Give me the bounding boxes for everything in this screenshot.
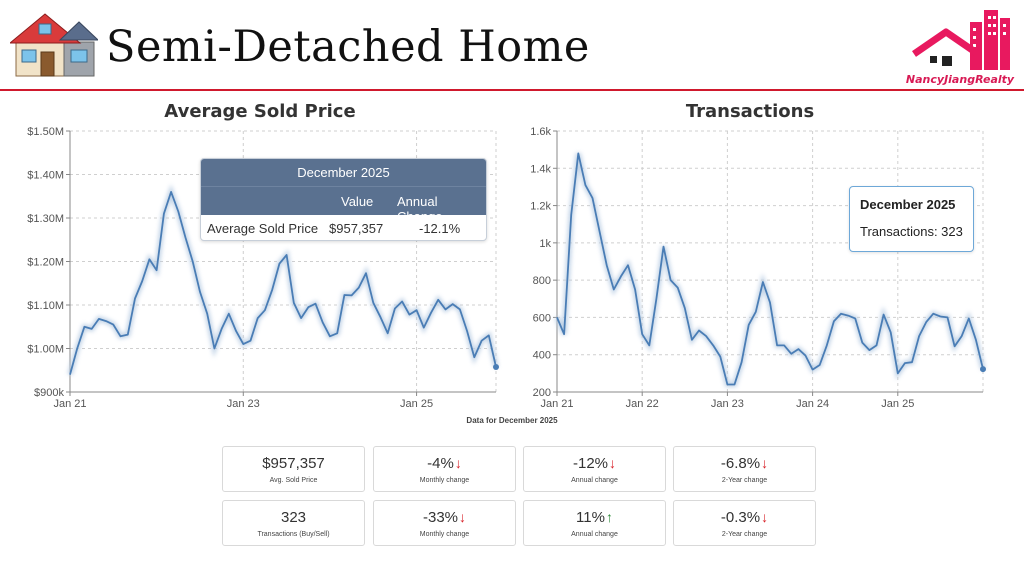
data-point[interactable] (980, 366, 986, 373)
tooltip-row-value: $957,357 (329, 221, 384, 236)
y-tick-label: 600 (533, 312, 551, 324)
tooltip-change-header: Annual Change (397, 194, 443, 224)
header-divider (0, 89, 1024, 91)
transactions-chart-title: Transactions (685, 101, 815, 122)
data-point[interactable] (493, 364, 499, 371)
brand-name: NancyJiangRealty (905, 73, 1015, 86)
y-tick-label: 1k (539, 238, 551, 250)
page-title: Semi-Detached Home (106, 22, 590, 72)
y-tick-label: 1.4k (530, 163, 551, 175)
y-tick-label: $1.20M (27, 257, 64, 269)
header: Semi-Detached Home NancyJiangRealty (0, 0, 1024, 92)
stat-label: 2-Year change (721, 531, 768, 538)
data-note: Data for December 2025 (466, 416, 558, 425)
y-tick-label: $1.40M (27, 170, 64, 182)
stat-card-price-monthly: -4%↓ Monthly change (373, 446, 516, 492)
stat-card-price-annual: -12%↓ Annual change (523, 446, 666, 492)
arrow-down-icon: ↓ (454, 455, 462, 471)
stat-value: 11%↑ (576, 509, 613, 526)
tooltip-header-row: Value Annual Change (201, 186, 486, 224)
arrow-down-icon: ↓ (459, 509, 467, 525)
x-tick-label: Jan 21 (540, 398, 573, 410)
tooltip-value-header: Value (341, 194, 374, 209)
y-tick-label: 800 (533, 275, 551, 287)
stat-label: Transactions (Buy/Sell) (257, 531, 330, 538)
stat-value: -12%↓ (572, 455, 617, 472)
x-tick-label: Jan 22 (626, 398, 659, 410)
x-tick-label: Jan 21 (53, 398, 86, 410)
stat-label: Monthly change (419, 531, 470, 538)
x-tick-label: Jan 25 (400, 398, 433, 410)
stat-card-tx-annual: 11%↑ Annual change (523, 500, 666, 546)
stat-card-tx-monthly: -33%↓ Monthly change (373, 500, 516, 546)
stat-card-price-2year: -6.8%↓ 2-Year change (673, 446, 816, 492)
price-tooltip: December 2025 Value Annual Change Averag… (200, 158, 487, 241)
y-tick-label: 200 (533, 387, 551, 399)
transactions-tooltip: December 2025 Transactions: 323 (849, 186, 974, 252)
y-tick-label: $1.10M (27, 300, 64, 312)
tooltip-row-label: Average Sold Price (207, 221, 319, 236)
tooltip-row-change: -12.1% (419, 221, 461, 236)
brand-logo (912, 10, 1010, 70)
price-chart-title: Average Sold Price (164, 101, 356, 122)
arrow-down-icon: ↓ (761, 509, 769, 525)
x-tick-label: Jan 25 (881, 398, 914, 410)
series-line (556, 152, 984, 386)
y-tick-label: $1.00M (27, 344, 64, 356)
y-tick-label: $900k (34, 387, 64, 399)
series-line (69, 190, 497, 375)
stat-label: 2-Year change (721, 477, 768, 484)
stat-label: Avg. Sold Price (269, 477, 318, 484)
charts-canvas: $900k $1.00M $1.10M $1.20M $1.30M $1.40M $1.50… (27, 126, 986, 410)
stat-value: 323 (280, 509, 307, 526)
stat-value: -33%↓ (422, 509, 467, 526)
stat-label: Annual change (571, 477, 618, 484)
arrow-up-icon: ↑ (605, 509, 613, 525)
stat-value: -6.8%↓ (720, 455, 769, 472)
arrow-down-icon: ↓ (609, 455, 617, 471)
stat-card-transactions: 323 Transactions (Buy/Sell) (222, 500, 365, 546)
y-tick-label: 1.6k (530, 126, 551, 138)
y-tick-label: 400 (533, 350, 551, 362)
arrow-down-icon: ↓ (761, 455, 769, 471)
y-tick-label: $1.30M (27, 213, 64, 225)
tooltip-value: Transactions: 323 (860, 224, 963, 239)
stat-card-avg-price: $957,357 Avg. Sold Price (222, 446, 365, 492)
stat-label: Monthly change (419, 477, 470, 484)
house-icon (10, 13, 98, 77)
stat-card-tx-2year: -0.3%↓ 2-Year change (673, 500, 816, 546)
transactions-chart[interactable]: 200 400 600 800 1k 1.2k 1.4k 1.6k Jan 21 Jan 22 Ja… (530, 126, 986, 410)
tooltip-period: December 2025 (860, 197, 956, 212)
tooltip-data-row: Average Sold Price $957,357 -12.1% (201, 215, 486, 240)
stat-value: $957,357 (262, 455, 325, 472)
x-tick-label: Jan 23 (711, 398, 744, 410)
y-tick-label: 1.2k (530, 201, 551, 213)
stat-label: Annual change (571, 531, 618, 538)
x-tick-label: Jan 23 (227, 398, 260, 410)
stat-value: -4%↓ (427, 455, 462, 472)
x-tick-label: Jan 24 (796, 398, 829, 410)
tooltip-period: December 2025 (201, 159, 486, 186)
stat-value: -0.3%↓ (720, 509, 769, 526)
y-tick-label: $1.50M (27, 126, 64, 138)
